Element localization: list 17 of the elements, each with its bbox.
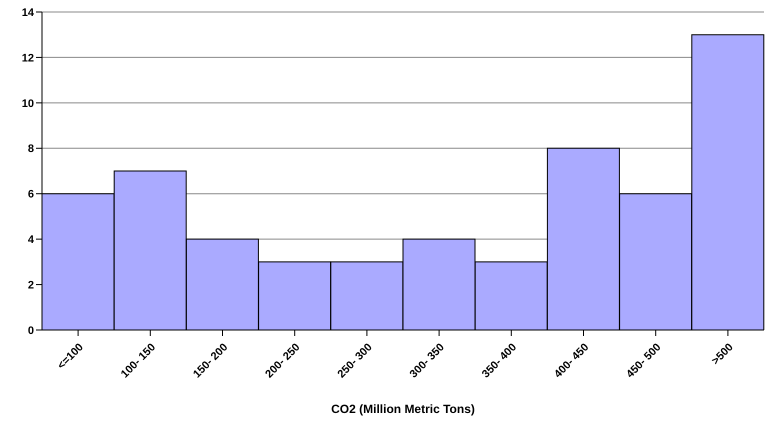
x-tick-label: 200- 250 — [263, 341, 302, 380]
x-tick-label: 400- 450 — [552, 341, 592, 380]
y-tick-label: 6 — [28, 188, 34, 201]
x-axis-title: CO2 (Million Metric Tons) — [331, 402, 475, 416]
x-tick-label: 150- 200 — [191, 341, 230, 380]
y-tick-label: 0 — [28, 324, 34, 337]
y-tick-label: 8 — [28, 143, 34, 156]
y-tick-label: 10 — [22, 98, 34, 110]
y-tick-label: 2 — [28, 279, 34, 292]
x-tick-label: 350- 400 — [480, 341, 520, 380]
y-tick-label: 4 — [28, 234, 35, 246]
y-tick-label: 12 — [22, 52, 34, 64]
x-tick-label: 250- 300 — [335, 341, 375, 380]
x-tick-label: 450- 500 — [624, 341, 664, 380]
y-tick-label: 14 — [22, 6, 35, 19]
x-tick-label: 100- 150 — [118, 341, 158, 380]
x-tick-label: 300- 350 — [408, 341, 447, 380]
